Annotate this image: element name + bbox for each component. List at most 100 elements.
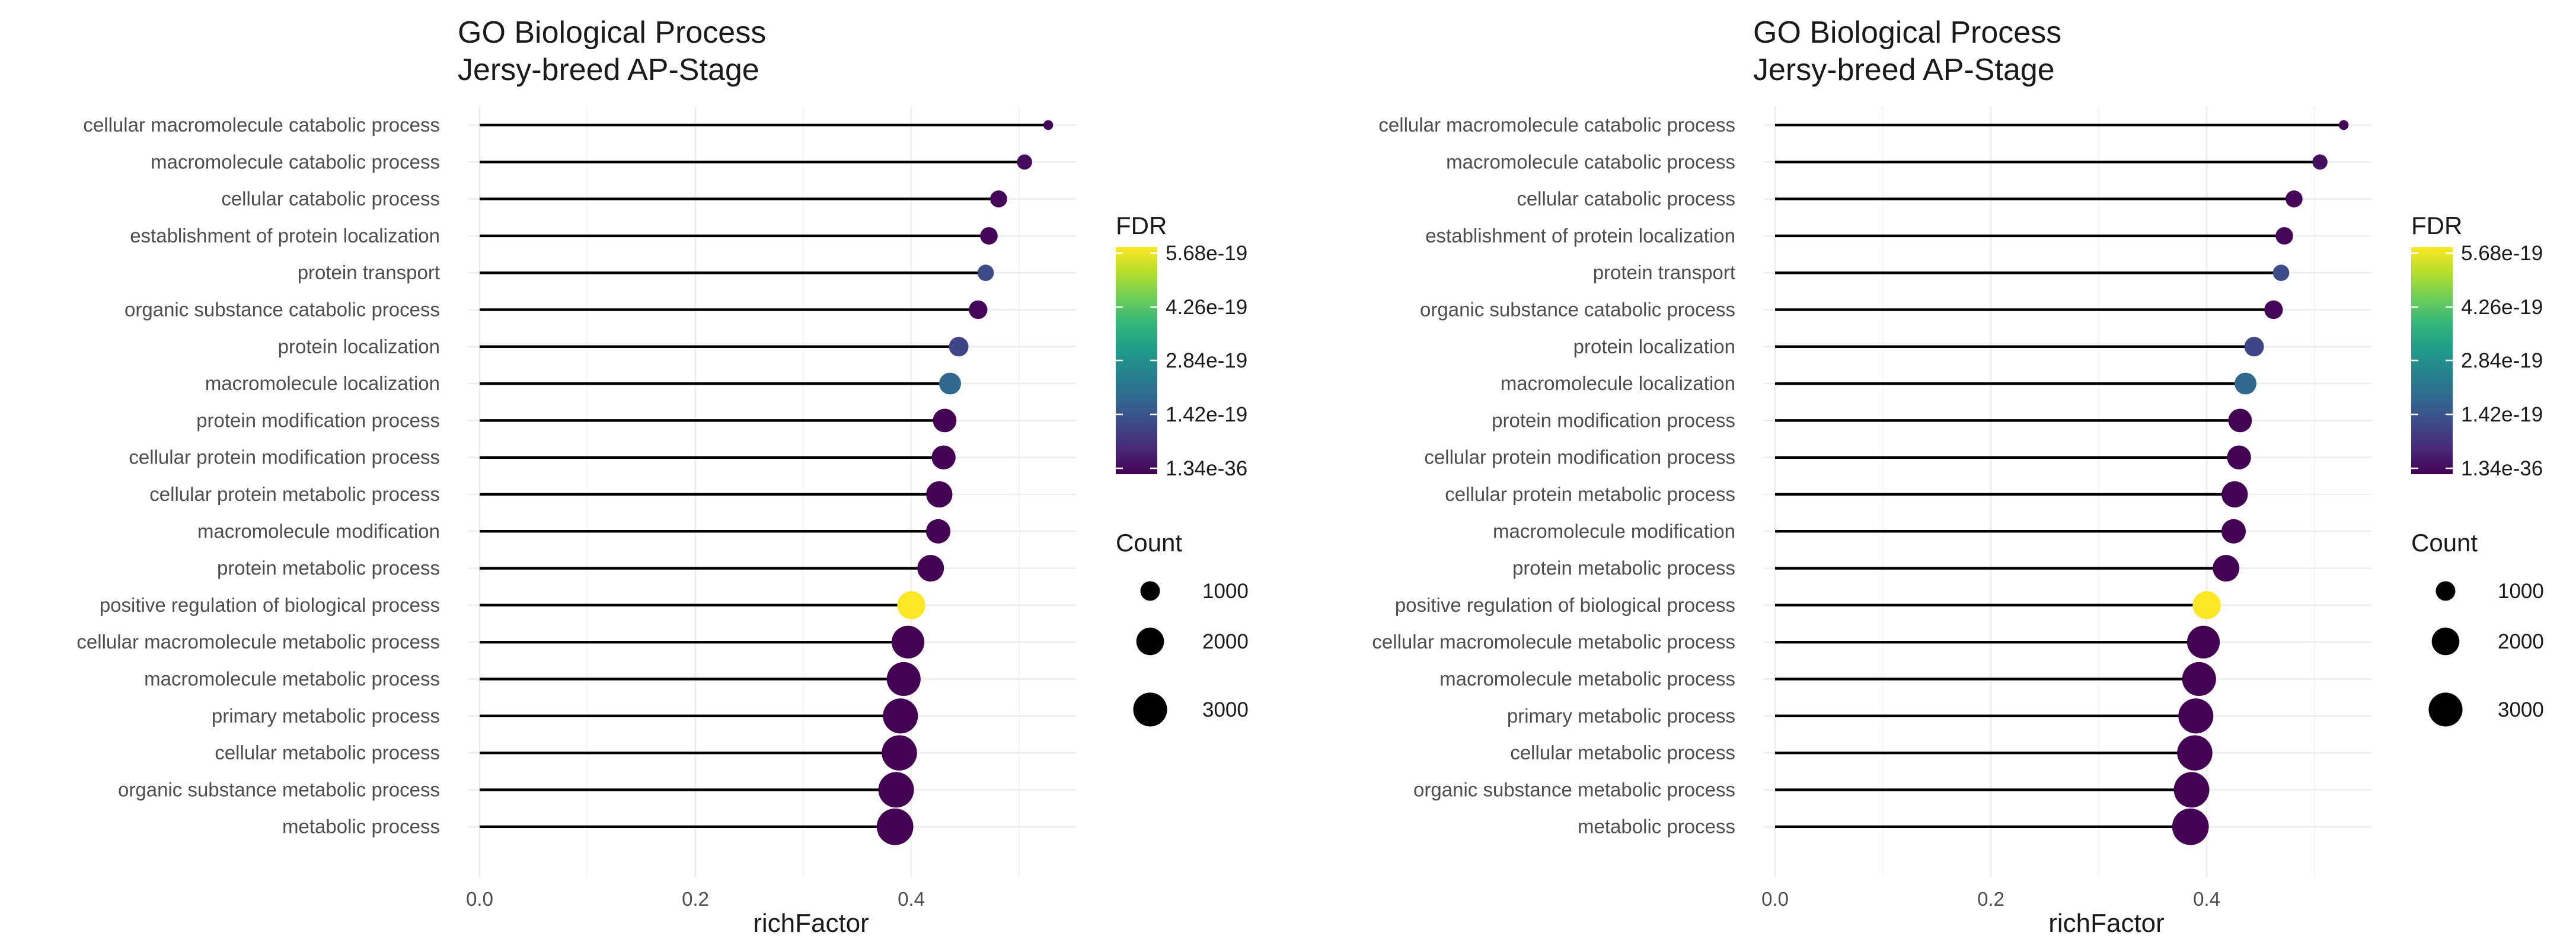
category-label: cellular catabolic process — [1517, 188, 1735, 210]
data-point — [949, 337, 969, 357]
data-point — [1017, 154, 1032, 170]
category-label: cellular protein modification process — [1424, 446, 1735, 468]
fdr-legend-label: 2.84e-19 — [1166, 349, 1247, 372]
fdr-legend-label: 5.68e-19 — [2461, 242, 2543, 265]
count-legend-label: 1000 — [1202, 580, 1249, 603]
category-label: macromolecule modification — [1493, 520, 1735, 542]
category-label: positive regulation of biological proces… — [1395, 594, 1735, 616]
data-point — [990, 190, 1007, 207]
count-legend: Count 1000 2000 3000 — [2411, 529, 2544, 727]
count-legend-dot — [1140, 581, 1160, 601]
x-tick-label: 0.2 — [682, 888, 709, 910]
data-point — [980, 227, 998, 245]
data-point — [2228, 408, 2252, 433]
data-point — [2312, 154, 2328, 170]
category-label: cellular protein modification process — [129, 446, 440, 468]
category-label: cellular protein metabolic process — [149, 483, 440, 505]
category-label: cellular metabolic process — [215, 742, 440, 764]
category-label: protein transport — [298, 261, 440, 283]
category-labels: cellular macromolecule catabolic process… — [1372, 114, 1735, 838]
category-label: cellular protein metabolic process — [1445, 483, 1735, 505]
data-point — [2173, 772, 2210, 808]
plot-subtitle: Jersy-breed AP-Stage — [458, 53, 759, 87]
fdr-legend-title: FDR — [1116, 212, 1167, 239]
category-label: establishment of protein localization — [1425, 225, 1735, 247]
fdr-legend-title: FDR — [2411, 212, 2462, 239]
category-label: protein modification process — [1492, 409, 1735, 431]
data-point — [2221, 481, 2248, 508]
category-label: protein metabolic process — [217, 557, 440, 579]
data-point — [939, 372, 961, 395]
data-point — [897, 591, 925, 619]
count-legend-title: Count — [2411, 529, 2478, 557]
category-label: protein localization — [278, 336, 440, 357]
data-point — [878, 772, 914, 808]
x-axis-title: richFactor — [753, 909, 869, 933]
data-point — [931, 445, 956, 469]
data-point — [933, 408, 957, 433]
major-gridlines — [478, 107, 912, 877]
data-point — [2213, 555, 2240, 582]
x-tick-label: 0.4 — [898, 888, 925, 910]
category-label: organic substance catabolic process — [1420, 299, 1735, 321]
stems — [1775, 123, 2344, 828]
fdr-legend-label: 2.84e-19 — [2461, 349, 2543, 372]
category-label: macromolecule catabolic process — [1446, 151, 1735, 172]
fdr-legend-label: 1.42e-19 — [2461, 403, 2543, 426]
minor-gridlines — [1882, 107, 2315, 877]
x-tick-label: 0.4 — [2193, 888, 2220, 910]
count-legend-title: Count — [1116, 529, 1182, 557]
data-point — [977, 264, 994, 282]
category-label: cellular macromolecule catabolic process — [1378, 114, 1735, 136]
fdr-legend: FDR 5.68e-19 4.26e-19 2.84e-19 1.42e-19 1.34e… — [1116, 212, 1247, 480]
category-label: macromolecule metabolic process — [1439, 668, 1735, 690]
fdr-legend: FDR 5.68e-19 4.26e-19 2.84e-19 1.42e-19 1.34e… — [2411, 212, 2543, 480]
category-label: organic substance catabolic process — [125, 299, 440, 321]
data-point — [2244, 337, 2264, 357]
data-point — [2182, 662, 2216, 697]
data-point — [876, 808, 914, 845]
category-label: macromolecule modification — [197, 520, 440, 542]
data-point — [2186, 625, 2220, 659]
category-label: macromolecule catabolic process — [151, 151, 440, 172]
category-label: cellular macromolecule catabolic process — [83, 114, 440, 136]
x-tick-labels: 0.0 0.2 0.4 — [1761, 888, 2220, 910]
fdr-legend-label: 1.34e-36 — [2461, 457, 2543, 480]
category-label: organic substance metabolic process — [1413, 778, 1735, 800]
count-legend-label: 3000 — [1202, 698, 1249, 721]
category-label: cellular macromolecule metabolic process — [76, 631, 440, 653]
count-legend-dot — [2428, 692, 2463, 727]
data-point — [2192, 591, 2221, 619]
data-point — [883, 698, 918, 734]
data-point — [925, 519, 951, 544]
count-legend-label: 2000 — [2498, 630, 2544, 653]
x-tick-label: 0.0 — [1761, 888, 1789, 910]
major-gridlines — [1774, 107, 2208, 877]
count-legend-label: 1000 — [2498, 580, 2544, 603]
category-label: cellular macromolecule metabolic process — [1372, 631, 1735, 653]
x-tick-label: 0.0 — [466, 888, 493, 910]
fdr-legend-label: 4.26e-19 — [1166, 296, 1247, 319]
count-legend-label: 2000 — [1202, 630, 1249, 653]
category-label: establishment of protein localization — [130, 225, 440, 247]
data-point — [2275, 227, 2293, 245]
category-label: macromolecule localization — [1501, 372, 1735, 394]
fdr-legend-label: 4.26e-19 — [2461, 296, 2543, 319]
x-tick-label: 0.2 — [1977, 888, 2004, 910]
data-point — [2235, 372, 2256, 395]
category-label: cellular metabolic process — [1510, 742, 1735, 764]
category-label: metabolic process — [1578, 816, 1735, 838]
count-legend-dot — [1136, 627, 1164, 656]
category-label: primary metabolic process — [1507, 705, 1735, 727]
x-tick-labels: 0.0 0.2 0.4 — [466, 888, 925, 910]
category-label: protein localization — [1573, 336, 1735, 357]
plot-title: GO Biological Process — [458, 15, 766, 50]
data-point — [891, 625, 925, 659]
data-point — [2172, 808, 2209, 845]
data-point — [2227, 445, 2251, 469]
data-point — [882, 735, 917, 771]
chart-panel-1: cellular macromolecule catabolic process… — [76, 15, 1249, 936]
fdr-legend-label: 5.68e-19 — [1166, 242, 1247, 265]
category-label: cellular catabolic process — [221, 188, 440, 210]
